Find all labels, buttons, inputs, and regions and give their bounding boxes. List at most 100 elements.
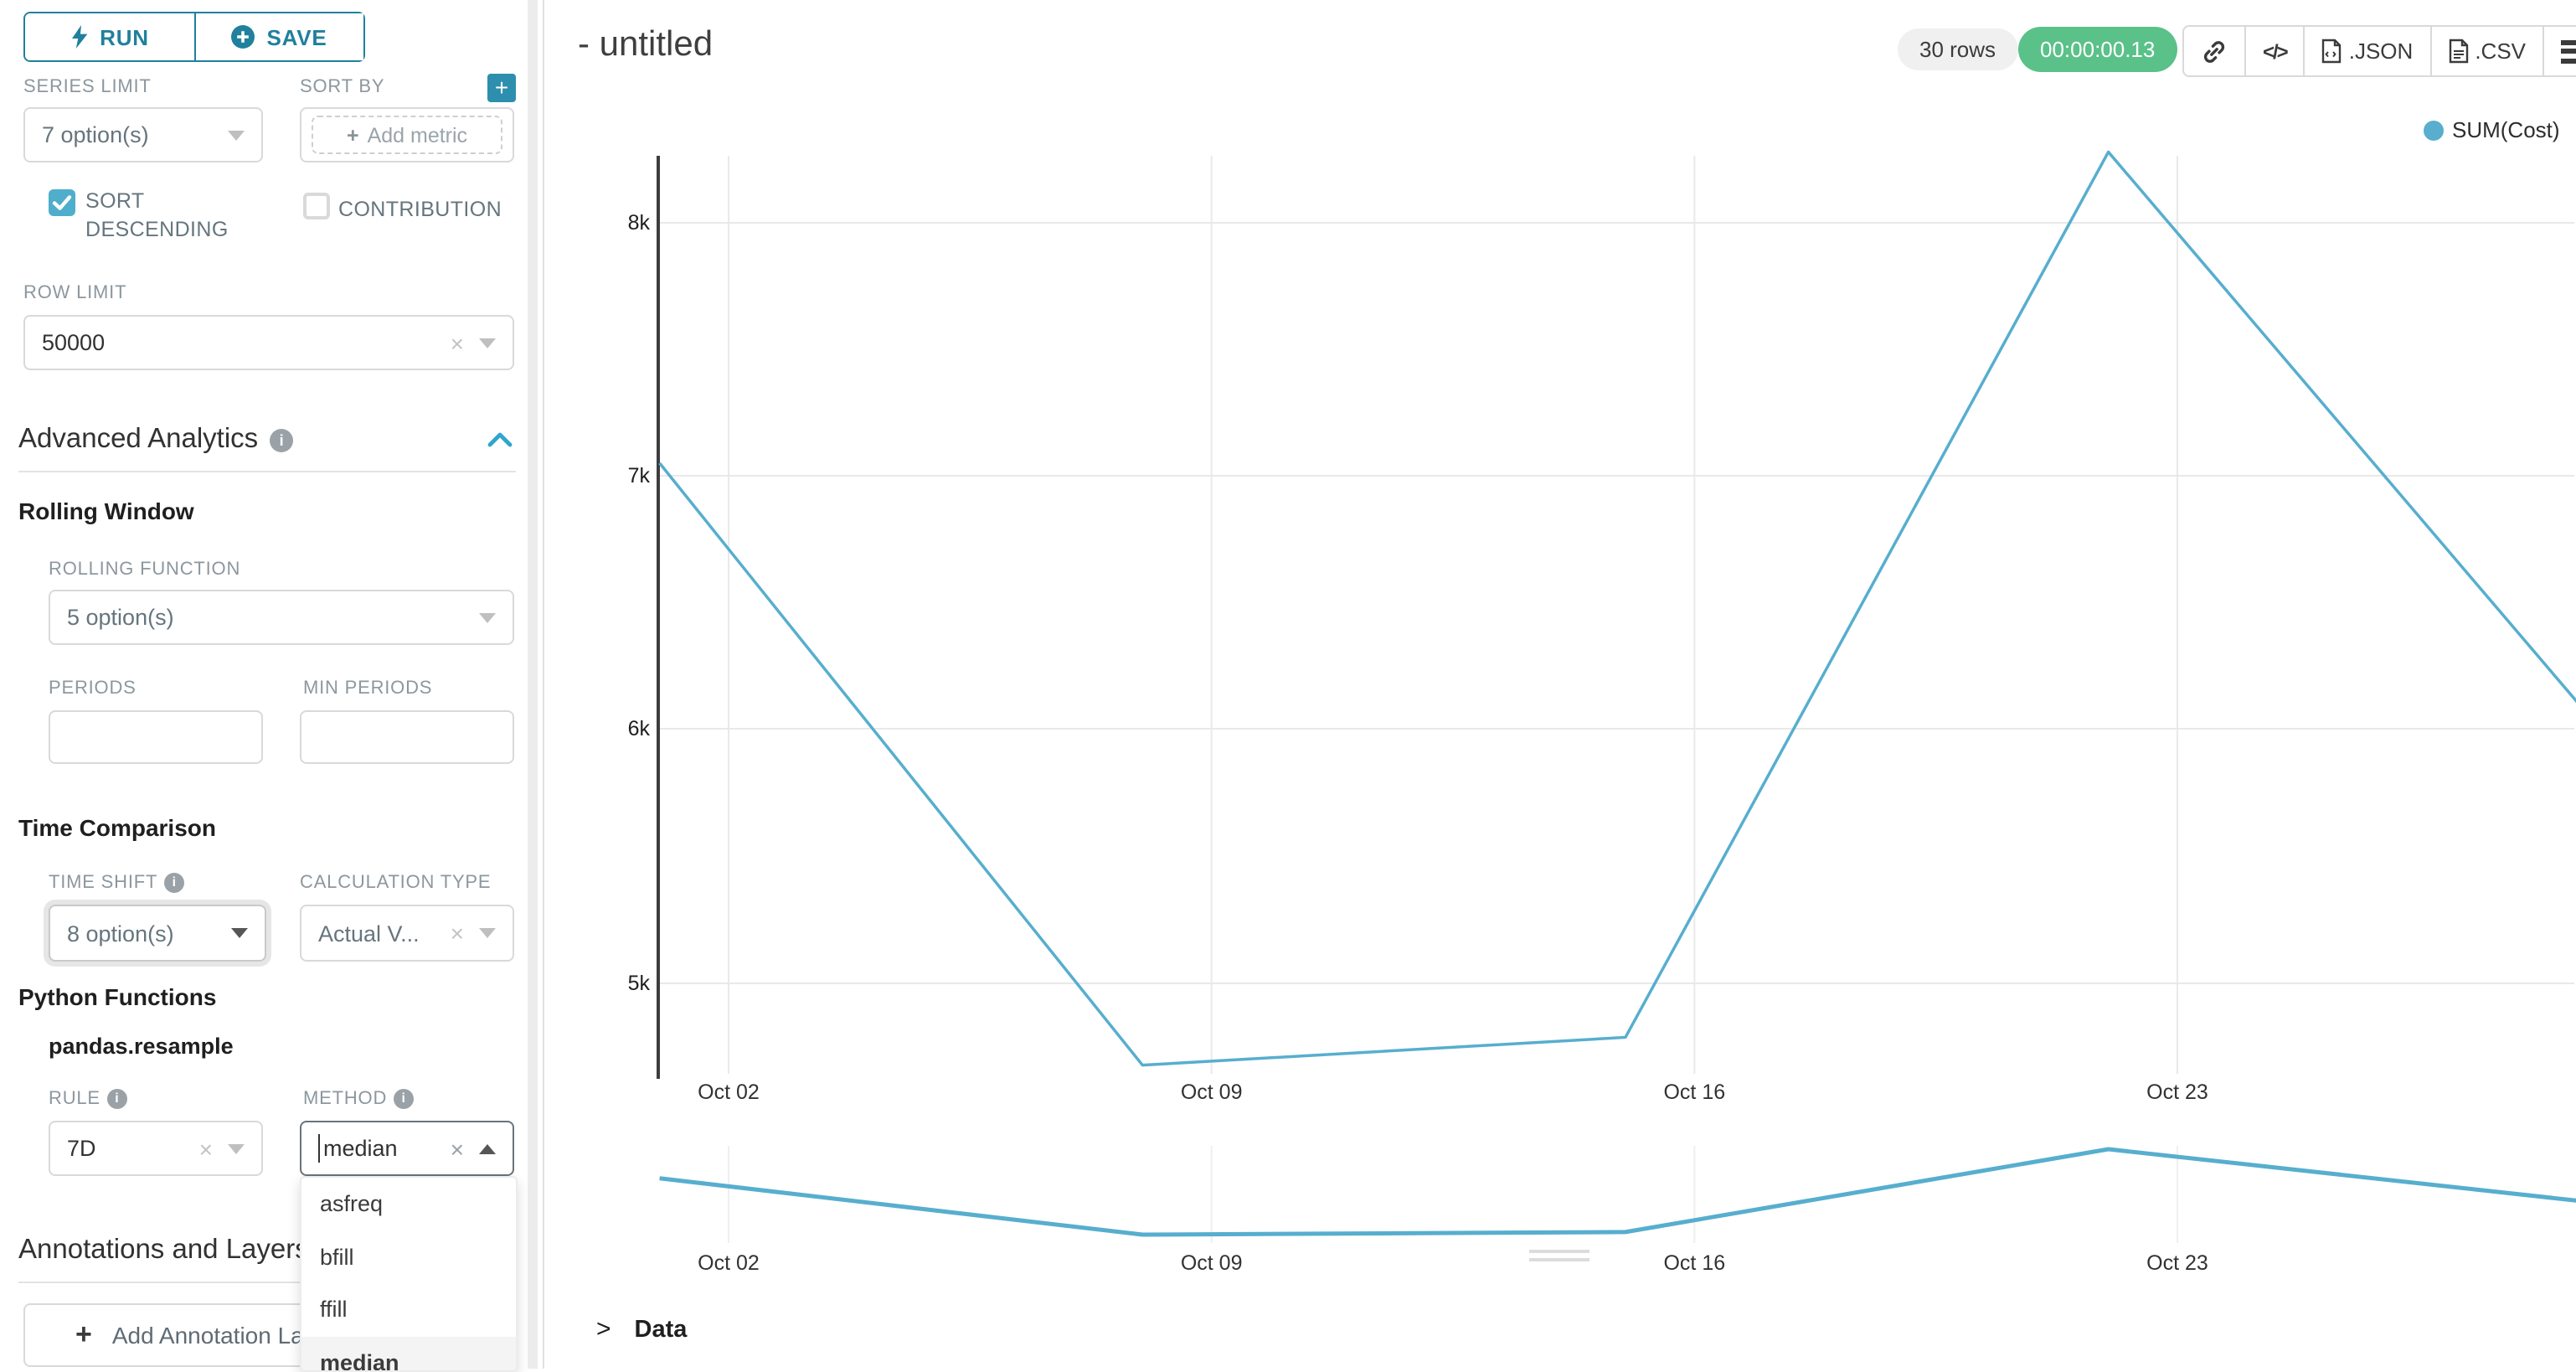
calculation-type-select[interactable]: Actual V... × bbox=[300, 905, 514, 962]
method-combobox[interactable]: median × bbox=[300, 1121, 514, 1176]
x-tick-label: Oct 09 bbox=[1180, 1251, 1243, 1275]
advanced-analytics-title: Advanced Analytics bbox=[18, 424, 259, 454]
chevron-down-icon bbox=[479, 338, 496, 348]
data-panel-toggle[interactable]: > Data bbox=[596, 1315, 687, 1344]
link-icon bbox=[2203, 40, 2225, 62]
data-panel-label: Data bbox=[634, 1316, 688, 1343]
add-metric-button[interactable]: + Add metric bbox=[312, 116, 502, 154]
contribution-checkbox[interactable] bbox=[303, 193, 330, 219]
sort-by-label: SORT BY bbox=[300, 77, 385, 97]
add-annotation-label: Add Annotation Layer bbox=[111, 1322, 337, 1349]
row-limit-select[interactable]: 50000 × bbox=[23, 315, 514, 370]
method-option-bfill[interactable]: bfill bbox=[320, 1244, 354, 1270]
rolling-function-label: ROLLING FUNCTION bbox=[49, 560, 241, 580]
x-tick-label: Oct 09 bbox=[1180, 1081, 1243, 1104]
control-panel: RUN SAVE SERIES LIMIT SORT BY + 7 option… bbox=[0, 0, 544, 1372]
x-tick-label: Oct 23 bbox=[2146, 1251, 2208, 1275]
series-limit-label: SERIES LIMIT bbox=[23, 77, 152, 97]
rule-select[interactable]: 7D × bbox=[49, 1121, 263, 1176]
legend-dot-icon bbox=[2424, 120, 2444, 140]
min-periods-label: MIN PERIODS bbox=[303, 678, 433, 699]
info-icon: i bbox=[394, 1089, 415, 1109]
method-label: METHOD i bbox=[303, 1089, 415, 1109]
mini-chart-gridlines bbox=[728, 1146, 2178, 1243]
rule-label: RULE i bbox=[49, 1089, 127, 1109]
run-save-button-group: RUN SAVE bbox=[23, 12, 365, 62]
time-shift-label: TIME SHIFT i bbox=[49, 873, 185, 893]
chevron-up-icon[interactable] bbox=[487, 432, 513, 447]
y-tick-label: 6k bbox=[627, 717, 650, 740]
sidebar-scrollbar[interactable] bbox=[528, 0, 538, 1369]
x-tick-label: Oct 16 bbox=[1663, 1251, 1726, 1275]
series-limit-select[interactable]: 7 option(s) bbox=[23, 107, 263, 162]
chevron-down-icon bbox=[479, 612, 496, 622]
series-limit-value: 7 option(s) bbox=[42, 122, 149, 147]
menu-icon bbox=[2561, 39, 2576, 63]
check-icon bbox=[52, 195, 72, 210]
sort-descending-checkbox[interactable] bbox=[49, 189, 75, 216]
rule-value: 7D bbox=[67, 1136, 96, 1161]
clear-icon[interactable]: × bbox=[450, 329, 464, 356]
legend-series-label: SUM(Cost) bbox=[2452, 117, 2560, 142]
advanced-analytics-header[interactable]: Advanced Analytics i bbox=[18, 424, 294, 456]
text-cursor bbox=[318, 1134, 320, 1163]
periods-label: PERIODS bbox=[49, 678, 137, 699]
chevron-down-icon bbox=[228, 130, 245, 140]
run-button[interactable]: RUN bbox=[25, 13, 195, 60]
export-csv-button[interactable]: .CSV bbox=[2431, 27, 2544, 75]
chevron-down-icon bbox=[479, 928, 496, 938]
lightning-icon bbox=[71, 25, 87, 49]
y-tick-label: 8k bbox=[627, 211, 650, 235]
info-icon: i bbox=[270, 428, 294, 451]
add-sort-by-button[interactable]: + bbox=[487, 74, 516, 102]
pandas-resample-label: pandas.resample bbox=[49, 1034, 234, 1059]
time-shift-value: 8 option(s) bbox=[67, 921, 174, 946]
clear-icon[interactable]: × bbox=[198, 1135, 213, 1162]
chevron-up-icon bbox=[479, 1143, 496, 1153]
embed-code-button[interactable]: </> bbox=[2246, 27, 2306, 75]
sort-by-field[interactable]: + Add metric bbox=[300, 107, 514, 162]
method-option-asfreq[interactable]: asfreq bbox=[320, 1191, 384, 1217]
code-icon: </> bbox=[2263, 39, 2289, 63]
method-value: median bbox=[323, 1136, 398, 1161]
chart-legend[interactable]: SUM(Cost) bbox=[2424, 117, 2560, 142]
save-button[interactable]: SAVE bbox=[195, 13, 363, 60]
panel-resize-handle[interactable] bbox=[1529, 1250, 1589, 1253]
row-limit-value: 50000 bbox=[42, 330, 106, 355]
x-tick-label: Oct 02 bbox=[698, 1081, 760, 1104]
rolling-function-select[interactable]: 5 option(s) bbox=[49, 590, 514, 645]
json-button-label: .JSON bbox=[2348, 39, 2414, 64]
chevron-down-icon bbox=[228, 1143, 245, 1153]
clear-icon[interactable]: × bbox=[450, 920, 464, 946]
annotations-layers-title: Annotations and Layers bbox=[18, 1235, 309, 1265]
chart-actions-toolbar: </> .JSON .CSV bbox=[2182, 25, 2576, 77]
run-button-label: RUN bbox=[100, 24, 149, 49]
x-tick-label: Oct 23 bbox=[2146, 1081, 2208, 1104]
calculation-type-label: CALCULATION TYPE bbox=[300, 873, 492, 893]
csv-button-label: .CSV bbox=[2475, 39, 2526, 64]
section-divider bbox=[18, 1282, 516, 1283]
more-options-button[interactable] bbox=[2544, 27, 2576, 75]
row-count-badge: 30 rows bbox=[1898, 28, 2018, 70]
export-json-button[interactable]: .JSON bbox=[2306, 27, 2432, 75]
calculation-type-value: Actual V... bbox=[318, 921, 420, 946]
info-icon: i bbox=[164, 873, 185, 893]
mini-series-line bbox=[659, 1147, 2576, 1237]
method-option-median[interactable]: median bbox=[301, 1336, 516, 1370]
periods-input[interactable] bbox=[49, 710, 263, 764]
sort-descending-label: SORT DESCENDING bbox=[85, 189, 229, 241]
copy-link-button[interactable] bbox=[2184, 27, 2246, 75]
time-shift-select[interactable]: 8 option(s) bbox=[49, 905, 266, 962]
chevron-right-icon: > bbox=[596, 1315, 611, 1344]
min-periods-input[interactable] bbox=[300, 710, 514, 764]
rolling-window-title: Rolling Window bbox=[18, 498, 194, 524]
contribution-label: CONTRIBUTION bbox=[338, 198, 502, 221]
method-option-ffill[interactable]: ffill bbox=[320, 1297, 348, 1323]
plus-icon: + bbox=[346, 123, 359, 147]
clear-icon[interactable]: × bbox=[450, 1135, 464, 1162]
chart-title[interactable]: - untitled bbox=[578, 25, 714, 64]
panel-resize-handle[interactable] bbox=[1529, 1257, 1589, 1261]
main-series-line bbox=[658, 150, 2576, 1067]
x-tick-label: Oct 16 bbox=[1663, 1081, 1726, 1104]
